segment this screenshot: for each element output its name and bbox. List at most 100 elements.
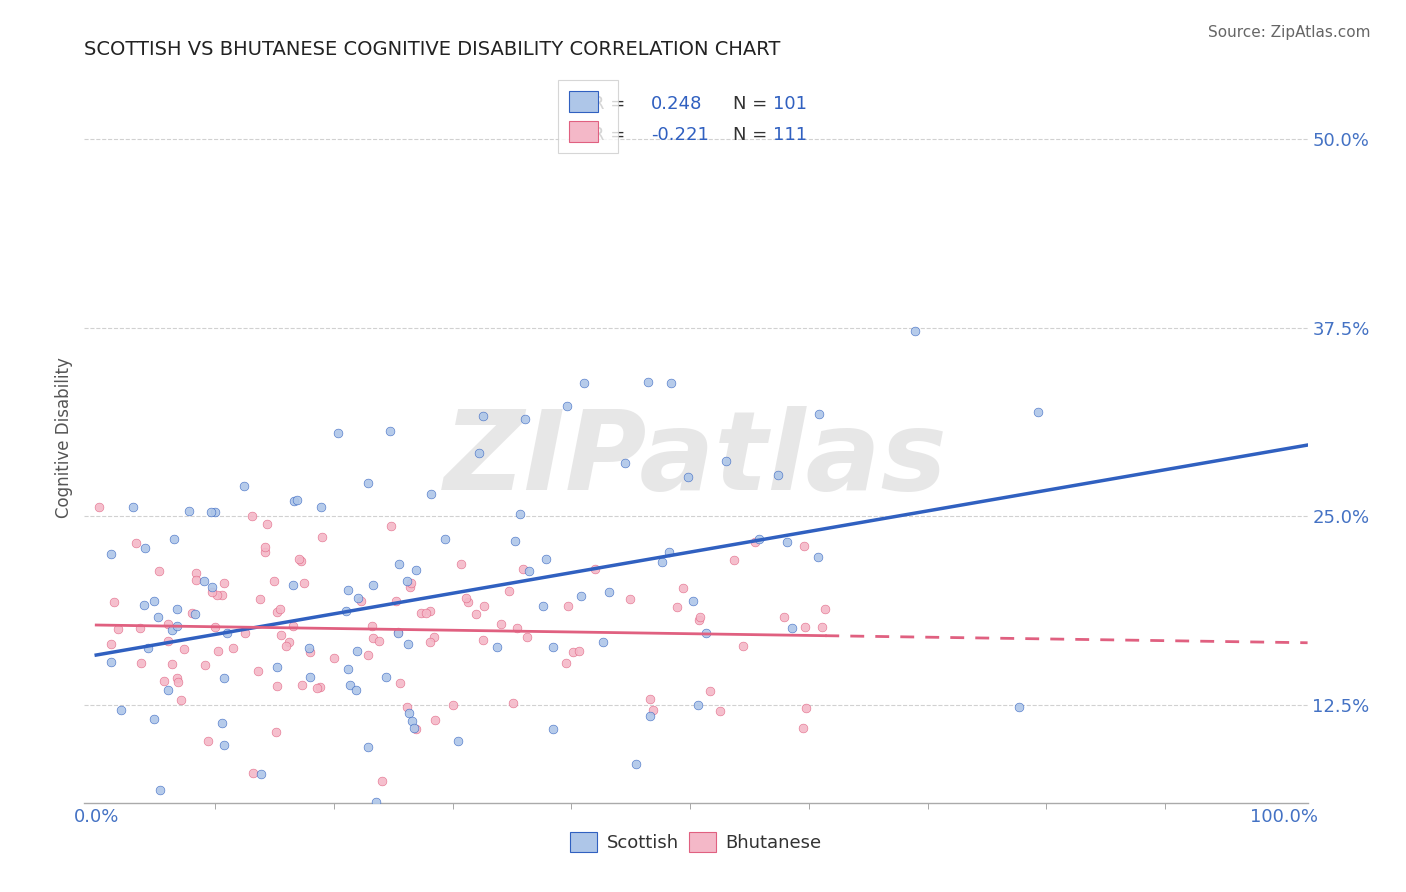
Point xyxy=(201,584,224,599)
Point xyxy=(396,637,419,651)
Point xyxy=(298,645,321,659)
Text: R =: R = xyxy=(592,126,631,145)
Point xyxy=(173,641,195,656)
Point xyxy=(326,426,349,441)
Point xyxy=(361,577,384,591)
Point xyxy=(207,644,229,658)
Point xyxy=(420,487,443,501)
Point xyxy=(1008,699,1031,714)
Point xyxy=(346,591,368,606)
Point xyxy=(250,767,273,781)
Point xyxy=(204,505,226,519)
Point xyxy=(1026,405,1049,419)
Point xyxy=(186,566,208,580)
Point xyxy=(723,553,745,567)
Point xyxy=(640,692,662,706)
Point xyxy=(748,532,770,546)
Point xyxy=(766,467,789,482)
Point xyxy=(249,592,271,607)
Point xyxy=(457,595,479,609)
Point xyxy=(689,610,711,624)
Point xyxy=(536,552,558,566)
Point xyxy=(200,505,222,519)
Text: ZIPatlas: ZIPatlas xyxy=(444,406,948,513)
Point xyxy=(131,656,153,670)
Point xyxy=(274,639,297,653)
Point xyxy=(666,599,689,614)
Point xyxy=(676,470,699,484)
Legend: Scottish, Bhutanese: Scottish, Bhutanese xyxy=(562,825,830,860)
Point xyxy=(269,602,291,616)
Point xyxy=(107,623,129,637)
Point xyxy=(211,715,233,730)
Point xyxy=(305,805,328,819)
Point xyxy=(395,699,418,714)
Point xyxy=(624,756,647,771)
Point xyxy=(491,616,513,631)
Point xyxy=(520,853,543,867)
Point xyxy=(405,563,427,577)
Point xyxy=(291,677,314,691)
Point xyxy=(363,631,385,645)
Point xyxy=(134,598,156,612)
Point xyxy=(794,701,817,715)
Point xyxy=(814,602,837,616)
Point xyxy=(423,630,446,644)
Point xyxy=(266,660,288,674)
Point xyxy=(309,500,332,514)
Point xyxy=(498,584,520,599)
Point xyxy=(357,475,380,490)
Point xyxy=(399,580,422,594)
Point xyxy=(285,492,308,507)
Point xyxy=(686,698,709,712)
Point xyxy=(283,494,305,508)
Point xyxy=(254,544,277,558)
Point xyxy=(263,574,285,589)
Point xyxy=(516,630,538,644)
Point xyxy=(266,679,288,693)
Point xyxy=(148,564,170,578)
Point xyxy=(364,795,387,809)
Point xyxy=(361,618,384,632)
Point xyxy=(541,640,564,654)
Point xyxy=(143,594,166,608)
Point xyxy=(205,588,228,602)
Text: R =: R = xyxy=(592,95,631,112)
Point xyxy=(404,721,426,735)
Point xyxy=(222,640,245,655)
Point xyxy=(468,446,491,460)
Point xyxy=(709,704,731,718)
Point xyxy=(163,532,186,546)
Point xyxy=(792,539,814,553)
Point xyxy=(256,516,278,531)
Point xyxy=(433,532,456,546)
Point xyxy=(357,648,380,663)
Point xyxy=(569,589,592,603)
Point xyxy=(592,634,614,648)
Point xyxy=(335,604,357,618)
Point xyxy=(419,603,441,617)
Point xyxy=(242,766,264,780)
Point xyxy=(471,632,494,647)
Point xyxy=(744,534,766,549)
Point xyxy=(217,626,239,640)
Point xyxy=(157,617,180,632)
Point xyxy=(254,540,277,554)
Point xyxy=(447,733,470,747)
Point xyxy=(375,670,398,684)
Point xyxy=(485,640,508,655)
Point xyxy=(509,508,531,522)
Point xyxy=(512,562,534,576)
Text: SCOTTISH VS BHUTANESE COGNITIVE DISABILITY CORRELATION CHART: SCOTTISH VS BHUTANESE COGNITIVE DISABILI… xyxy=(84,39,780,59)
Point xyxy=(598,585,620,599)
Point xyxy=(166,671,188,685)
Point xyxy=(308,680,330,694)
Text: N =: N = xyxy=(733,126,773,145)
Point xyxy=(502,696,524,710)
Point xyxy=(89,500,111,514)
Point xyxy=(142,712,165,726)
Text: N =: N = xyxy=(733,95,773,112)
Point xyxy=(233,479,256,493)
Point xyxy=(517,564,540,578)
Point xyxy=(337,662,360,676)
